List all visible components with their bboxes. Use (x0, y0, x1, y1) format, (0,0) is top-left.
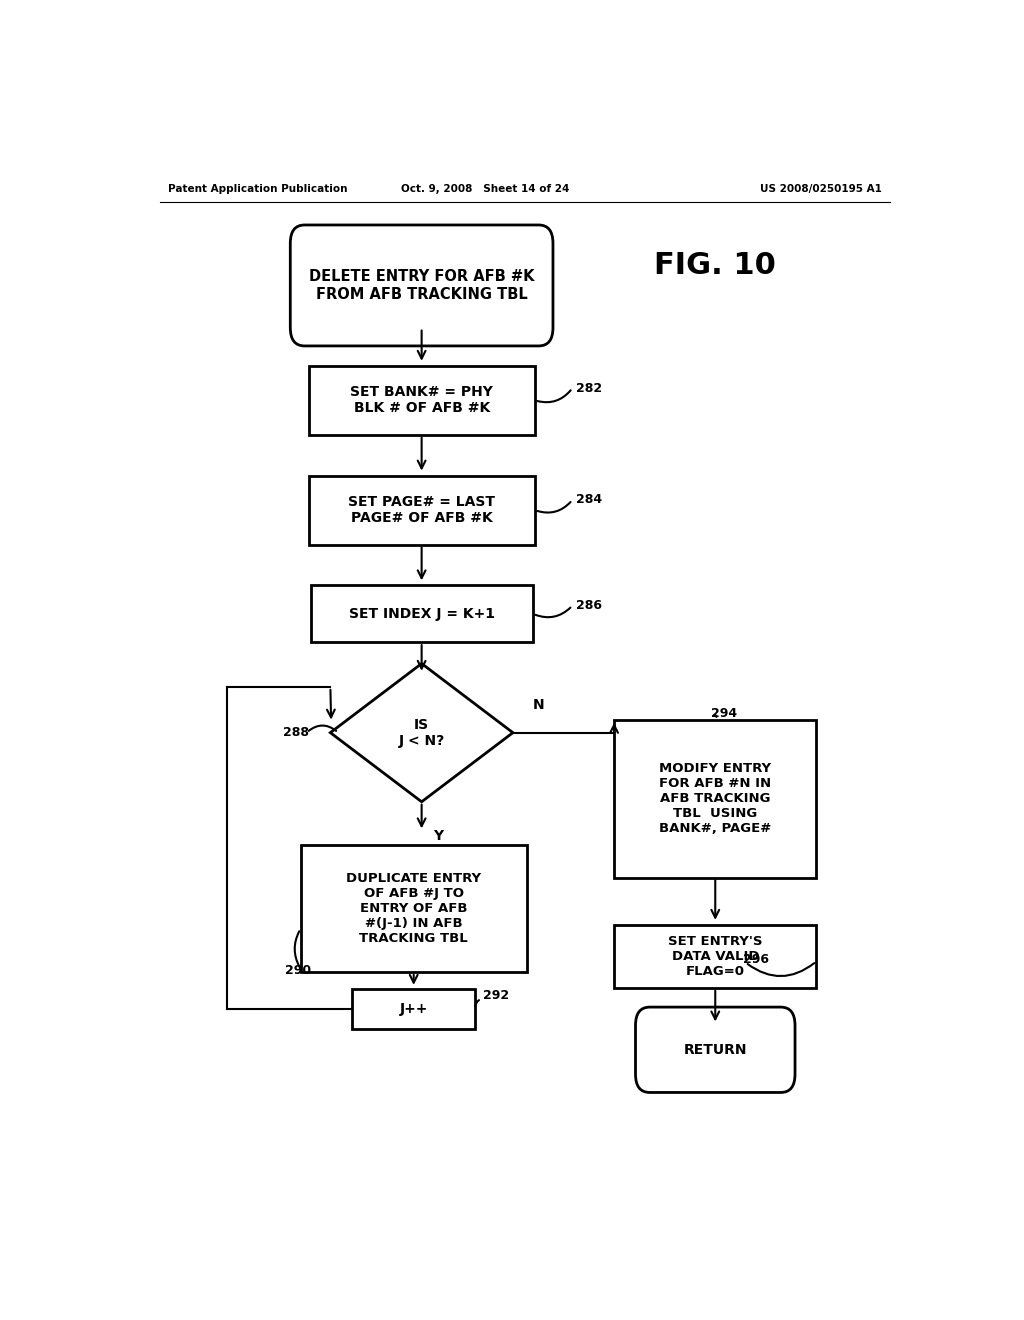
Text: 292: 292 (483, 989, 509, 1002)
Text: FIG. 10: FIG. 10 (654, 251, 776, 280)
FancyBboxPatch shape (636, 1007, 795, 1093)
Text: J++: J++ (399, 1002, 428, 1016)
Text: 282: 282 (577, 381, 602, 395)
Text: US 2008/0250195 A1: US 2008/0250195 A1 (760, 183, 882, 194)
Text: 290: 290 (285, 964, 311, 977)
FancyBboxPatch shape (290, 224, 553, 346)
Text: SET INDEX J = K+1: SET INDEX J = K+1 (348, 607, 495, 620)
Bar (614, 719, 816, 878)
Text: SET PAGE# = LAST
PAGE# OF AFB #K: SET PAGE# = LAST PAGE# OF AFB #K (348, 495, 496, 525)
Text: Y: Y (433, 829, 443, 843)
Text: DELETE ENTRY FOR AFB #K
FROM AFB TRACKING TBL: DELETE ENTRY FOR AFB #K FROM AFB TRACKIN… (309, 269, 535, 302)
Bar (308, 475, 535, 545)
Bar (308, 366, 535, 434)
Text: Oct. 9, 2008   Sheet 14 of 24: Oct. 9, 2008 Sheet 14 of 24 (401, 183, 569, 194)
Bar (614, 925, 816, 987)
Text: 296: 296 (743, 953, 769, 966)
Text: RETURN: RETURN (683, 1043, 748, 1057)
Text: IS
J < N?: IS J < N? (398, 718, 444, 747)
Polygon shape (331, 664, 513, 801)
Text: SET ENTRY'S
DATA VALID
FLAG=0: SET ENTRY'S DATA VALID FLAG=0 (668, 935, 763, 978)
Bar (301, 845, 526, 972)
Text: Patent Application Publication: Patent Application Publication (168, 183, 347, 194)
Text: 288: 288 (283, 726, 309, 739)
Bar (352, 989, 475, 1030)
Text: 286: 286 (577, 599, 602, 612)
Text: N: N (532, 698, 545, 713)
Text: DUPLICATE ENTRY
OF AFB #J TO
ENTRY OF AFB
#(J-1) IN AFB
TRACKING TBL: DUPLICATE ENTRY OF AFB #J TO ENTRY OF AF… (346, 873, 481, 945)
Bar (310, 585, 532, 643)
Text: MODIFY ENTRY
FOR AFB #N IN
AFB TRACKING
TBL  USING
BANK#, PAGE#: MODIFY ENTRY FOR AFB #N IN AFB TRACKING … (659, 762, 771, 836)
Text: SET BANK# = PHY
BLK # OF AFB #K: SET BANK# = PHY BLK # OF AFB #K (350, 385, 494, 416)
Text: 284: 284 (577, 494, 602, 507)
Text: 294: 294 (712, 708, 737, 721)
